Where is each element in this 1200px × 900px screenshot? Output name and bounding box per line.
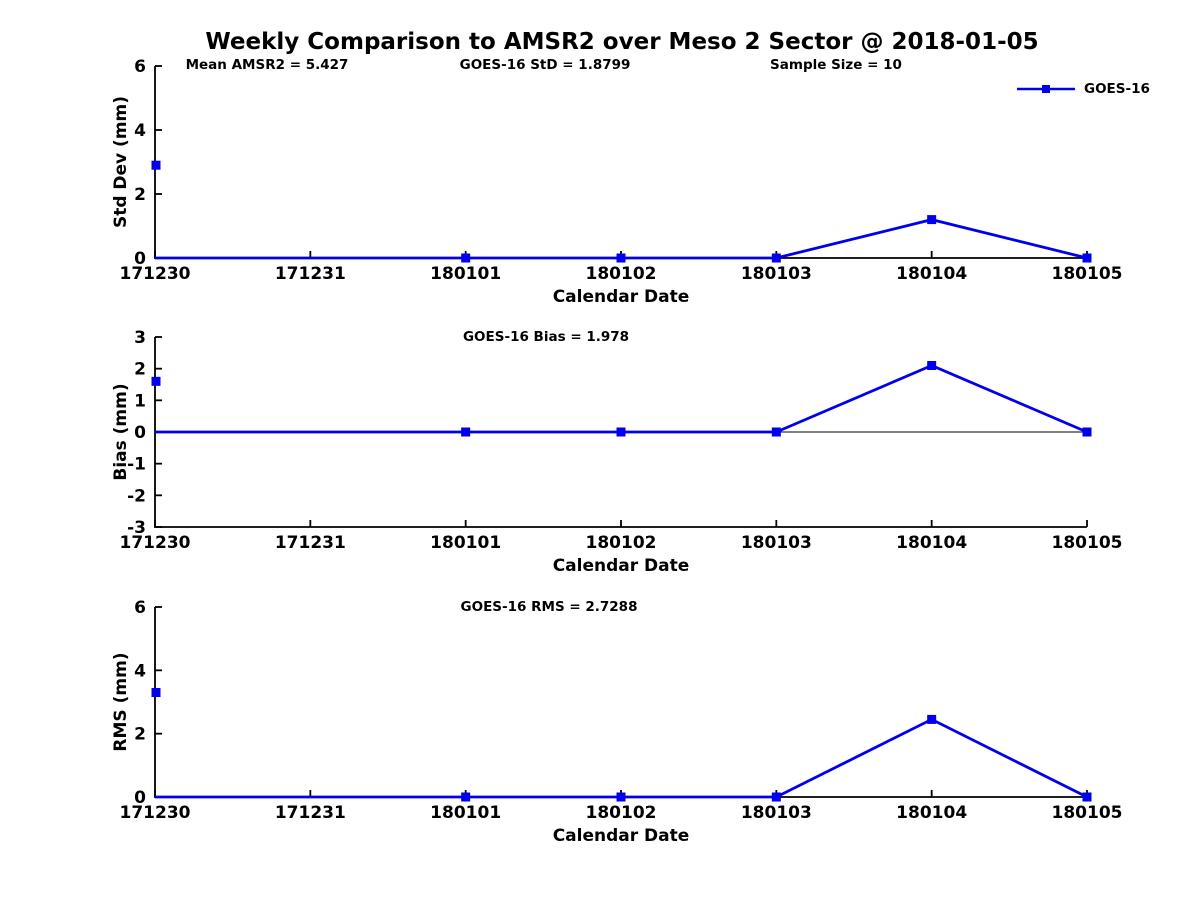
y-tick-label: -2 xyxy=(127,486,146,506)
xlabel-calendar-date-top: Calendar Date xyxy=(552,287,690,307)
ylabel-rms: RMS (mm) xyxy=(111,652,131,752)
annotation-sample-size: Sample Size = 10 xyxy=(770,57,902,73)
x-tick-label: 180102 xyxy=(586,264,657,284)
x-tick-label: 171230 xyxy=(120,264,191,284)
data-marker xyxy=(616,253,626,263)
x-tick-label: 171231 xyxy=(275,264,346,284)
x-tick-label: 180101 xyxy=(430,803,501,823)
y-tick-label: 3 xyxy=(134,328,146,348)
data-marker xyxy=(927,714,937,724)
legend: GOES-16 xyxy=(1016,81,1150,97)
xlabel-calendar-date-bottom: Calendar Date xyxy=(552,826,690,846)
y-tick-label: 6 xyxy=(134,57,146,77)
y-tick-label: 6 xyxy=(134,598,146,618)
x-tick-label: 180105 xyxy=(1052,533,1123,553)
x-tick-label: 180103 xyxy=(741,264,812,284)
x-tick-label: 180102 xyxy=(586,533,657,553)
isolated-data-marker xyxy=(151,376,161,386)
data-marker xyxy=(461,253,471,263)
data-marker xyxy=(927,215,937,225)
series-line-goes-16 xyxy=(155,218,1088,260)
isolated-data-marker xyxy=(151,688,161,697)
x-tick-label: 171230 xyxy=(120,803,191,823)
data-marker xyxy=(771,427,781,437)
y-tick-label: 4 xyxy=(134,121,146,141)
x-tick-label: 171230 xyxy=(120,533,191,553)
data-marker xyxy=(927,361,937,370)
data-marker xyxy=(771,253,781,263)
ylabel-bias: Bias (mm) xyxy=(111,383,131,481)
x-tick-label: 171231 xyxy=(275,803,346,823)
data-marker xyxy=(771,792,781,802)
data-marker xyxy=(461,792,471,802)
x-tick-label: 180104 xyxy=(896,264,967,284)
annotation-goes16-bias: GOES-16 Bias = 1.978 xyxy=(462,329,630,345)
y-tick-label: 0 xyxy=(134,249,146,269)
legend-label: GOES-16 xyxy=(1084,81,1150,97)
y-tick-label: 2 xyxy=(134,360,146,380)
x-tick-label: 180101 xyxy=(430,533,501,553)
data-marker xyxy=(616,427,626,437)
annotation-goes16-std: GOES-16 StD = 1.8799 xyxy=(459,57,631,73)
x-tick-label: 180104 xyxy=(896,533,967,553)
x-tick-label: 180105 xyxy=(1052,803,1123,823)
x-tick-label: 180104 xyxy=(896,803,967,823)
annotation-goes16-rms: GOES-16 RMS = 2.7288 xyxy=(460,599,638,615)
annotation-mean-amsr2: Mean AMSR2 = 5.427 xyxy=(185,57,349,73)
data-marker xyxy=(1082,792,1092,802)
ylabel-std-dev: Std Dev (mm) xyxy=(111,95,131,229)
x-tick-label: 180105 xyxy=(1052,264,1123,284)
isolated-data-marker xyxy=(151,160,161,170)
x-tick-label: 180102 xyxy=(586,803,657,823)
data-marker xyxy=(1082,253,1092,263)
xlabel-calendar-date-middle: Calendar Date xyxy=(552,556,690,576)
y-tick-label: -1 xyxy=(127,455,146,475)
series-line-goes-16 xyxy=(155,717,1088,799)
y-tick-label: 4 xyxy=(134,661,146,681)
y-tick-label: 2 xyxy=(134,185,146,205)
y-tick-label: 0 xyxy=(134,423,146,443)
data-marker xyxy=(616,792,626,802)
y-tick-label: -3 xyxy=(127,518,146,538)
y-tick-label: 1 xyxy=(134,391,146,411)
series-line-goes-16 xyxy=(155,363,1088,434)
x-tick-label: 180103 xyxy=(741,803,812,823)
x-tick-label: 180103 xyxy=(741,533,812,553)
y-tick-label: 0 xyxy=(134,788,146,808)
y-tick-label: 2 xyxy=(134,725,146,745)
data-marker xyxy=(461,427,471,437)
legend-line-marker-icon xyxy=(1017,85,1075,93)
x-tick-label: 180101 xyxy=(430,264,501,284)
data-marker xyxy=(1082,427,1092,437)
x-tick-label: 171231 xyxy=(275,533,346,553)
figure-title: Weekly Comparison to AMSR2 over Meso 2 S… xyxy=(205,29,1039,55)
